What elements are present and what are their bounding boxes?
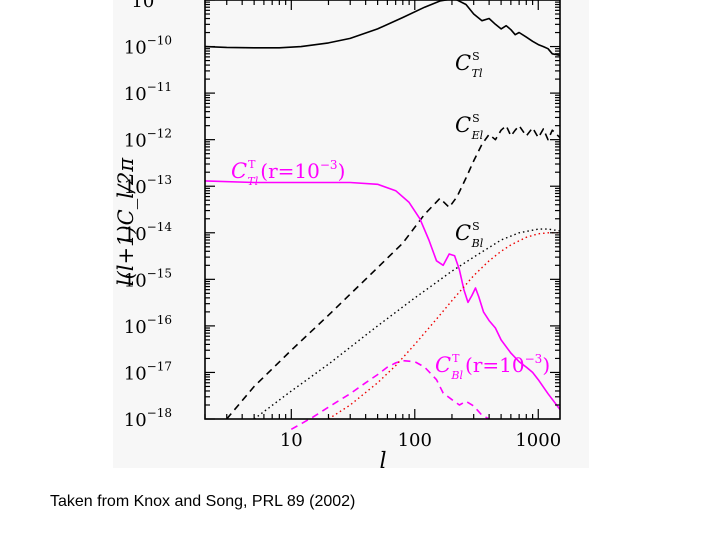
y-tick-label: 10−12	[124, 127, 172, 152]
series-label-TT_scalar: CS Tl	[455, 50, 483, 80]
series-line-BB_lensing	[328, 232, 560, 420]
y-tick-label: 10−16	[124, 313, 172, 338]
series-line-TT_scalar	[204, 0, 561, 57]
x-tick-label: 1000	[515, 430, 561, 451]
figure-caption: Taken from Knox and Song, PRL 89 (2002)	[50, 493, 356, 510]
series-label-EE_scalar: CS El	[455, 112, 484, 142]
y-axis-label: l(l+1)C_l/2π	[114, 157, 138, 286]
log-log-plot: 10100100010−910−1010−1110−1210−1310−1410…	[114, 0, 561, 468]
series-label-BB_scalar: CS Bl	[455, 220, 484, 250]
plot-frame	[204, 0, 561, 420]
y-tick-label: 10−18	[124, 406, 172, 431]
y-tick-label: 10−13	[124, 173, 172, 198]
x-axis-label: l	[379, 449, 386, 468]
series-label-TT_tensor: CT Tl (r=10−3)	[231, 158, 345, 188]
figure-panel: 10100100010−910−1010−1110−1210−1310−1410…	[113, 0, 589, 468]
series-label-BB_tensor: CT Bl (r=10−3)	[435, 352, 550, 382]
x-tick-label: 100	[398, 430, 432, 451]
y-tick-label: 10−9	[131, 0, 172, 12]
y-tick-label: 10−10	[124, 34, 172, 59]
x-tick-label: 10	[280, 430, 303, 451]
y-tick-label: 10−11	[124, 80, 172, 105]
series-line-BB_scalar	[253, 228, 561, 420]
series-line-TT_tensor	[204, 180, 561, 410]
y-tick-label: 10−17	[124, 359, 172, 384]
series-line-EE_scalar	[226, 124, 561, 420]
